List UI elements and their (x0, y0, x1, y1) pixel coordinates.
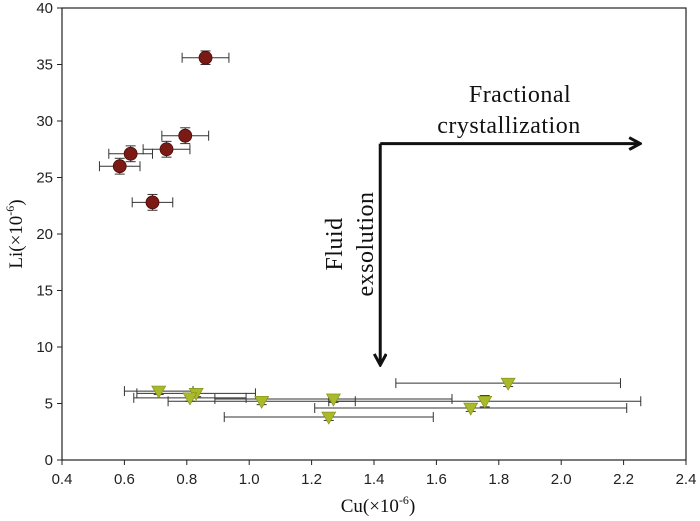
circle-point (145, 195, 160, 210)
triangle-point (463, 402, 479, 416)
x-axis-title: Cu(×10-6) (341, 493, 416, 517)
triangle-point (254, 395, 270, 409)
x-tick-label: 0.6 (114, 471, 135, 488)
y-tick-label: 20 (36, 226, 53, 243)
exsolution-label: exsolution (353, 192, 379, 297)
y-tick-label: 40 (36, 0, 53, 17)
y-axis-title: Li(×10-6) (3, 199, 27, 268)
y-tick-label: 0 (45, 452, 53, 469)
y-tick-label: 15 (36, 283, 53, 300)
circle-point (198, 50, 213, 65)
x-tick-label: 1.8 (488, 471, 509, 488)
x-tick-label: 2.2 (613, 471, 634, 488)
x-tick-label: 2.0 (551, 471, 572, 488)
annotation-arrows (380, 144, 639, 364)
data-markers (112, 50, 516, 425)
y-tick-label: 5 (45, 396, 53, 413)
y-tick-label: 10 (36, 339, 53, 356)
triangle-point (182, 392, 198, 406)
x-axis-ticks: 0.4 0.6 0.8 1.0 1.2 1.4 1.6 1.8 2.0 2.2 2.4 (52, 460, 697, 488)
y-tick-label: 30 (36, 113, 53, 130)
y-tick-label: 25 (36, 170, 53, 187)
circle-point (178, 128, 193, 143)
x-tick-label: 0.4 (52, 471, 73, 488)
y-axis-ticks: 0 5 10 15 20 25 30 35 40 (36, 0, 62, 469)
y-tick-label: 35 (36, 57, 53, 74)
triangle-point (477, 395, 493, 409)
triangle-point (321, 411, 337, 425)
x-tick-label: 1.4 (364, 471, 385, 488)
x-tick-label: 1.2 (301, 471, 322, 488)
x-tick-label: 1.0 (239, 471, 260, 488)
fractional-label: Fractional (469, 82, 571, 108)
x-tick-label: 1.6 (426, 471, 447, 488)
triangle-point (151, 385, 167, 399)
circle-point (159, 142, 174, 157)
circle-point (112, 159, 127, 174)
crystallization-label: crystallization (437, 113, 580, 139)
x-tick-label: 0.8 (176, 471, 197, 488)
triangle-point (500, 377, 516, 391)
fluid-label: Fluid (322, 217, 348, 270)
x-tick-label: 2.4 (676, 471, 697, 488)
triangle-point (325, 393, 341, 407)
circle-point (123, 146, 138, 161)
